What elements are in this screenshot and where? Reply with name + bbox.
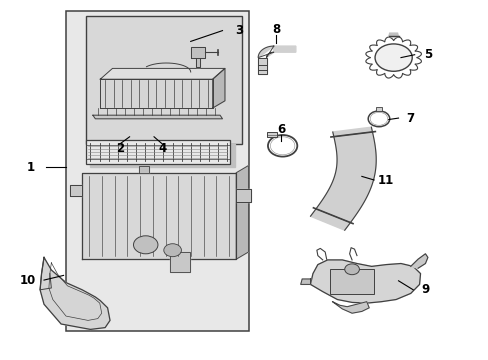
Polygon shape [236,189,250,202]
Polygon shape [300,279,310,284]
Polygon shape [139,166,149,173]
Text: 3: 3 [235,24,243,37]
Polygon shape [100,79,212,108]
Circle shape [133,236,158,254]
Bar [66,11,249,331]
Polygon shape [236,166,248,259]
Polygon shape [40,257,110,329]
Text: 7: 7 [406,112,414,125]
Bar [267,132,277,137]
Bar [85,16,242,144]
Text: 8: 8 [272,23,280,36]
Polygon shape [410,254,427,268]
Circle shape [374,44,411,71]
Polygon shape [90,140,234,167]
Polygon shape [212,68,224,108]
Polygon shape [310,127,375,230]
Polygon shape [93,115,222,119]
Polygon shape [190,47,205,58]
Bar [375,107,382,111]
Bar [85,140,229,164]
Text: 11: 11 [377,174,394,186]
Text: 6: 6 [277,123,285,136]
Circle shape [163,244,181,257]
Polygon shape [170,252,189,272]
Polygon shape [195,58,200,67]
Text: 5: 5 [423,48,431,61]
Bar [329,269,373,294]
Text: 9: 9 [421,283,428,296]
Polygon shape [332,302,368,313]
Text: 1: 1 [26,161,34,174]
Text: 4: 4 [158,142,166,155]
Polygon shape [100,68,224,79]
Text: 10: 10 [20,274,36,287]
Polygon shape [388,33,398,37]
Polygon shape [258,46,295,58]
Circle shape [344,264,359,275]
Text: 2: 2 [116,142,123,155]
Polygon shape [310,260,420,303]
Polygon shape [70,185,82,196]
Polygon shape [82,173,236,259]
Polygon shape [258,58,266,74]
